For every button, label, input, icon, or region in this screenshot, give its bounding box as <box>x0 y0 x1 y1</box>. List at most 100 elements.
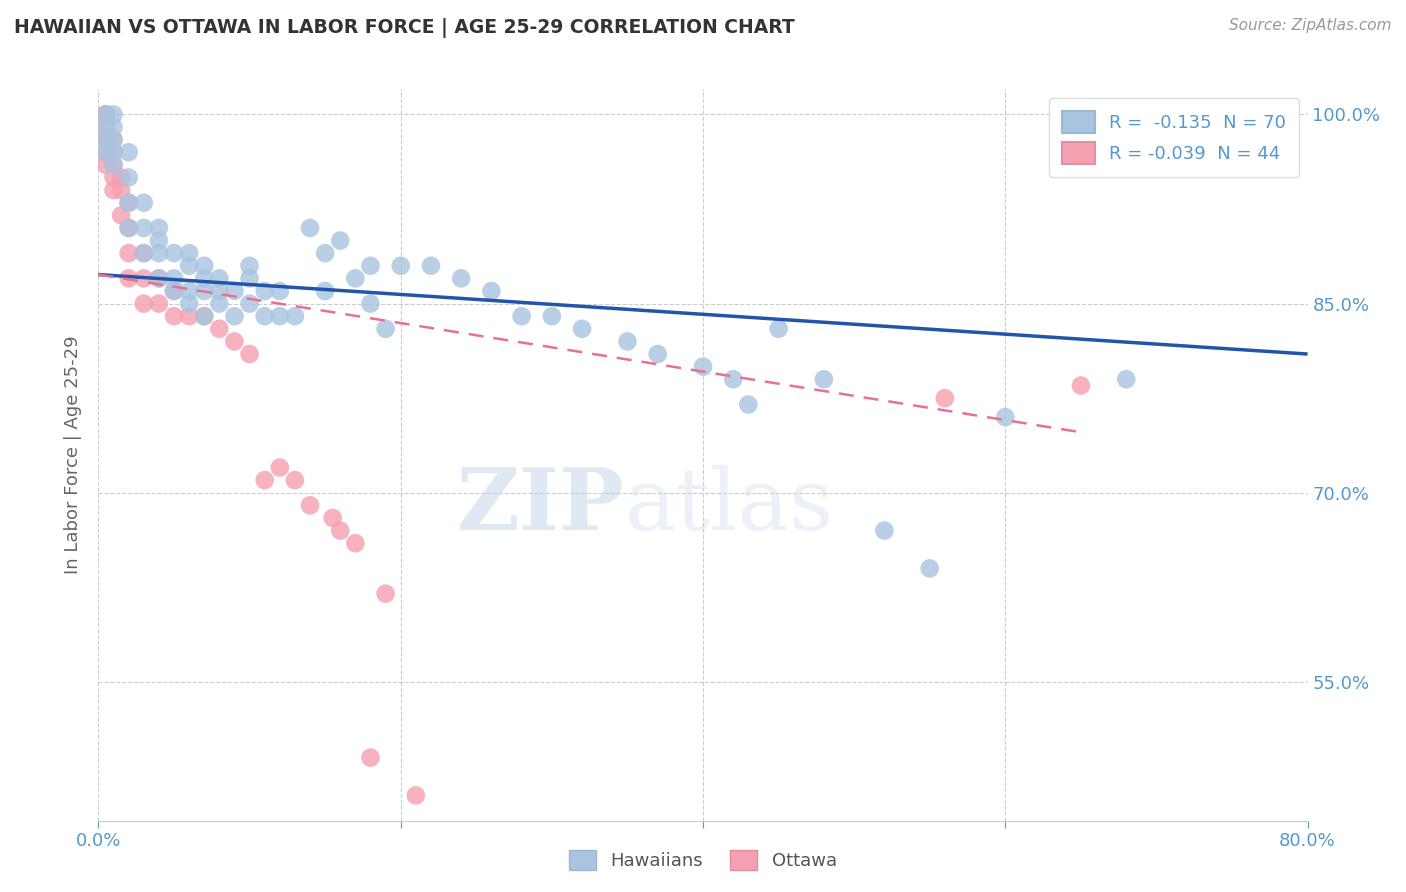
Point <box>132 296 155 310</box>
Point <box>692 359 714 374</box>
Point <box>208 284 231 298</box>
Text: HAWAIIAN VS OTTAWA IN LABOR FORCE | AGE 25-29 CORRELATION CHART: HAWAIIAN VS OTTAWA IN LABOR FORCE | AGE … <box>14 18 794 37</box>
Point <box>148 246 170 260</box>
Point <box>103 170 125 185</box>
Point <box>118 195 141 210</box>
Point <box>179 284 201 298</box>
Point <box>103 183 125 197</box>
Point <box>299 221 322 235</box>
Point <box>224 309 246 323</box>
Point <box>918 561 941 575</box>
Point <box>768 322 790 336</box>
Point <box>389 259 412 273</box>
Point <box>118 145 141 160</box>
Point <box>1115 372 1137 386</box>
Point <box>269 460 291 475</box>
Point <box>103 145 125 160</box>
Point <box>179 246 201 260</box>
Point <box>148 234 170 248</box>
Point <box>405 789 427 803</box>
Text: Source: ZipAtlas.com: Source: ZipAtlas.com <box>1229 18 1392 33</box>
Point <box>934 391 956 405</box>
Point <box>132 246 155 260</box>
Point <box>208 322 231 336</box>
Point <box>329 524 352 538</box>
Text: ZIP: ZIP <box>457 464 624 548</box>
Point <box>118 195 141 210</box>
Point <box>103 133 125 147</box>
Point <box>103 145 125 160</box>
Point <box>103 120 125 134</box>
Point <box>94 120 117 134</box>
Point <box>94 133 117 147</box>
Point <box>224 334 246 349</box>
Point <box>94 107 117 121</box>
Point <box>103 158 125 172</box>
Point <box>239 347 262 361</box>
Point <box>193 271 215 285</box>
Point <box>118 271 141 285</box>
Point <box>163 284 186 298</box>
Point <box>737 397 759 411</box>
Point <box>510 309 533 323</box>
Point <box>163 284 186 298</box>
Point <box>193 259 215 273</box>
Point <box>647 347 669 361</box>
Point <box>344 536 367 550</box>
Point <box>110 170 132 185</box>
Point <box>132 246 155 260</box>
Point <box>132 195 155 210</box>
Legend: Hawaiians, Ottawa: Hawaiians, Ottawa <box>562 843 844 878</box>
Point <box>118 221 141 235</box>
Point <box>616 334 638 349</box>
Point <box>360 750 382 764</box>
Point <box>208 271 231 285</box>
Point <box>103 133 125 147</box>
Point <box>103 107 125 121</box>
Point <box>193 309 215 323</box>
Point <box>163 246 186 260</box>
Point <box>163 271 186 285</box>
Point <box>110 183 132 197</box>
Point <box>239 259 262 273</box>
Point <box>148 221 170 235</box>
Point <box>94 107 117 121</box>
Point <box>148 296 170 310</box>
Point <box>239 271 262 285</box>
Point <box>723 372 745 386</box>
Point <box>118 246 141 260</box>
Point <box>224 284 246 298</box>
Point <box>299 499 322 513</box>
Point <box>163 309 186 323</box>
Point <box>994 410 1017 425</box>
Point <box>94 120 117 134</box>
Point <box>314 246 336 260</box>
Point <box>94 107 117 121</box>
Point <box>374 322 396 336</box>
Point <box>239 296 262 310</box>
Point <box>571 322 593 336</box>
Point <box>481 284 503 298</box>
Point <box>94 158 117 172</box>
Point <box>208 296 231 310</box>
Point <box>420 259 443 273</box>
Point <box>284 473 307 487</box>
Point <box>193 309 215 323</box>
Point <box>314 284 336 298</box>
Point <box>94 107 117 121</box>
Point <box>94 107 117 121</box>
Point <box>253 309 276 323</box>
Point <box>179 309 201 323</box>
Point <box>329 234 352 248</box>
Point <box>94 145 117 160</box>
Point <box>132 221 155 235</box>
Point <box>284 309 307 323</box>
Y-axis label: In Labor Force | Age 25-29: In Labor Force | Age 25-29 <box>65 335 83 574</box>
Point <box>193 284 215 298</box>
Point <box>132 271 155 285</box>
Point <box>110 208 132 222</box>
Point <box>344 271 367 285</box>
Point <box>148 271 170 285</box>
Point <box>94 133 117 147</box>
Point <box>179 296 201 310</box>
